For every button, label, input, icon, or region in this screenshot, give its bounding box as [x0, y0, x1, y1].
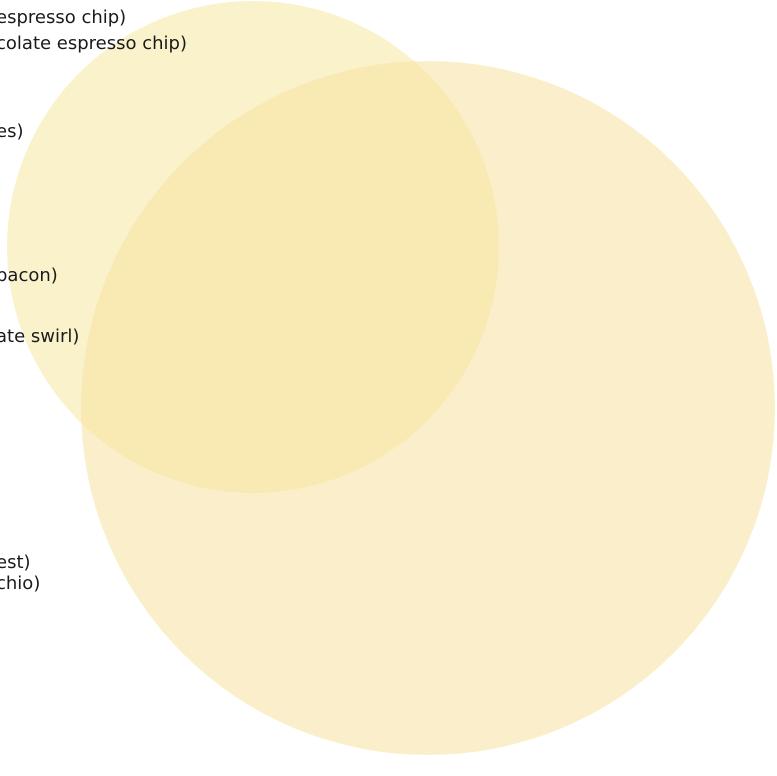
venn-circle-large — [81, 61, 775, 755]
venn-label: est) — [0, 552, 31, 573]
venn-label: chio) — [0, 573, 41, 594]
venn-label: colate espresso chip) — [0, 33, 187, 54]
venn-label: bacon) — [0, 265, 58, 286]
venn-label: es) — [0, 121, 24, 142]
venn-label: espresso chip) — [0, 7, 127, 28]
venn-label: ate swirl) — [0, 326, 80, 347]
